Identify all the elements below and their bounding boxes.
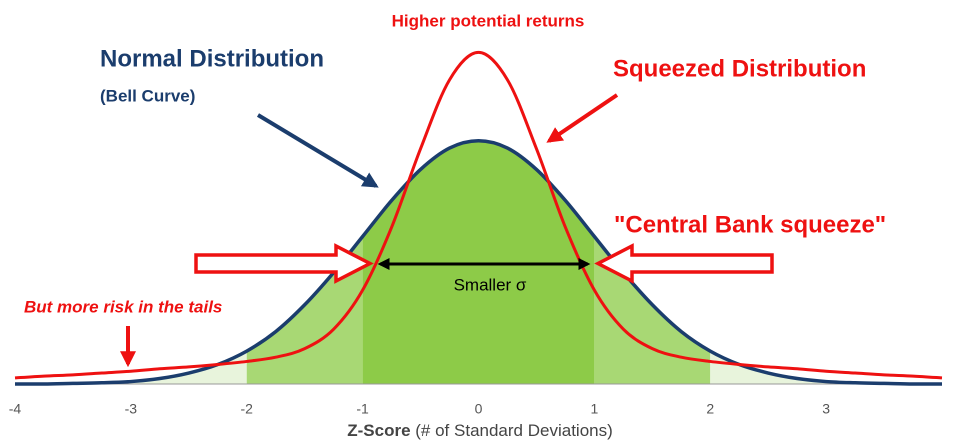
x-axis-title-bold: Z-Score [347,421,410,440]
x-tick-label: 0 [475,401,483,417]
arrow [546,93,619,143]
arrow [256,113,379,188]
series-line [14,50,943,380]
annotation: (Bell Curve) [100,86,195,105]
x-tick-label: -4 [9,401,22,417]
x-tick-label: -2 [241,401,254,417]
chart-title: Higher potential returns [392,11,585,30]
x-tick-label: -1 [356,401,369,417]
annotation: But more risk in the tails [24,297,222,316]
x-tick-label: 3 [822,401,830,417]
x-tick-label: 1 [590,401,598,417]
band-area [710,351,942,384]
annotation: "Central Bank squeeze" [614,211,886,238]
curves [14,50,943,386]
annotation: Normal Distribution [100,45,324,72]
x-axis-title: Z-Score (# of Standard Deviations) [347,421,613,440]
band-area [362,140,595,384]
x-axis-title-rest: (# of Standard Deviations) [415,421,613,440]
x-tick-label: 2 [706,401,714,417]
annotation: Squeezed Distribution [613,55,866,82]
squeeze-arrow [194,243,374,284]
series-line [14,139,943,386]
squeeze-arrow [594,243,774,284]
x-tick-label: -3 [125,401,138,417]
annotation: Smaller σ [454,275,527,294]
shading [15,140,942,384]
band-area [15,351,247,384]
